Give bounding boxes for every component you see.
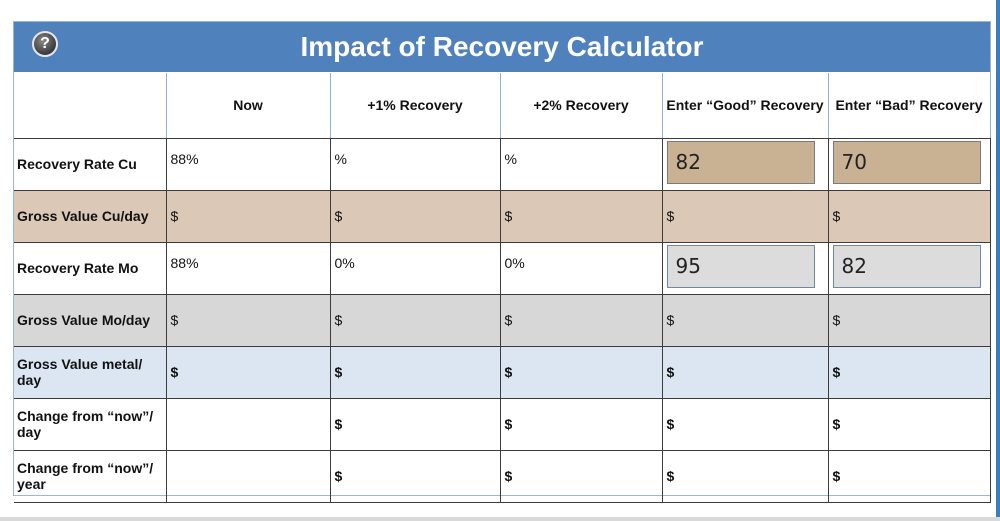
change-day-now xyxy=(165,397,331,451)
gross-mo-bad: $ xyxy=(827,293,991,347)
gross-metal-bad: $ xyxy=(827,345,991,399)
row-label-change-day: Change from “now”/ day xyxy=(14,397,167,451)
page-title: Impact of Recovery Calculator xyxy=(300,31,704,62)
gross-cu-now: $ xyxy=(165,189,331,243)
recovery-cu-plus2: % xyxy=(499,137,663,191)
change-year-now xyxy=(165,449,331,503)
recovery-calculator: Impact of Recovery Calculator ? Now +1% … xyxy=(13,21,991,503)
row-label-recovery-mo: Recovery Rate Mo xyxy=(14,241,167,295)
column-header-plus1: +1% Recovery xyxy=(329,73,501,139)
row-label-gross-mo: Gross Value Mo/day xyxy=(14,293,167,347)
table-row: Recovery Rate Cu 88% % % 82 70 xyxy=(14,137,991,191)
recovery-cu-good-input[interactable]: 82 xyxy=(666,140,815,184)
recovery-mo-good-input[interactable]: 95 xyxy=(666,244,815,288)
gross-cu-bad: $ xyxy=(827,189,991,243)
change-day-plus1: $ xyxy=(329,397,501,451)
row-label-gross-cu: Gross Value Cu/day xyxy=(14,189,167,243)
change-day-good: $ xyxy=(661,397,829,451)
change-year-plus2: $ xyxy=(499,449,663,503)
column-header-good: Enter “Good” Recovery xyxy=(661,73,829,139)
table-row: Gross Value Cu/day $ $ $ $ $ xyxy=(14,189,991,243)
recovery-mo-good-cell: 95 xyxy=(661,241,829,295)
gross-mo-good: $ xyxy=(661,293,829,347)
gross-cu-good: $ xyxy=(661,189,829,243)
change-day-bad: $ xyxy=(827,397,991,451)
column-header-bad: Enter “Bad” Recovery xyxy=(827,73,991,139)
gross-metal-plus2: $ xyxy=(499,345,663,399)
change-year-bad: $ xyxy=(827,449,991,503)
gross-cu-plus2: $ xyxy=(499,189,663,243)
column-header-plus2: +2% Recovery xyxy=(499,73,663,139)
change-year-good: $ xyxy=(661,449,829,503)
table-row: Change from “now”/ year $ $ $ $ xyxy=(14,449,991,503)
calculator-header: Impact of Recovery Calculator ? xyxy=(14,22,990,72)
recovery-cu-now: 88% xyxy=(165,137,331,191)
recovery-mo-now: 88% xyxy=(165,241,331,295)
recovery-mo-bad-cell: 82 xyxy=(827,241,991,295)
column-header-now: Now xyxy=(165,73,331,139)
recovery-cu-bad-input[interactable]: 70 xyxy=(832,140,981,184)
table-row: Change from “now”/ day $ $ $ $ xyxy=(14,397,991,451)
recovery-cu-bad-cell: 70 xyxy=(827,137,991,191)
recovery-cu-good-cell: 82 xyxy=(661,137,829,191)
gross-metal-now: $ xyxy=(165,345,331,399)
column-header-corner xyxy=(14,73,167,139)
row-label-change-year: Change from “now”/ year xyxy=(14,449,167,503)
window-edge-bottom xyxy=(0,517,1000,521)
gross-mo-plus1: $ xyxy=(329,293,501,347)
window-edge-right xyxy=(996,0,1000,521)
row-label-gross-metal: Gross Value metal/ day xyxy=(14,345,167,399)
recovery-mo-bad-input[interactable]: 82 xyxy=(832,244,981,288)
table-header-row: Now +1% Recovery +2% Recovery Enter “Goo… xyxy=(14,73,991,139)
change-day-plus2: $ xyxy=(499,397,663,451)
gross-cu-plus1: $ xyxy=(329,189,501,243)
change-year-plus1: $ xyxy=(329,449,501,503)
calculator-table: Now +1% Recovery +2% Recovery Enter “Goo… xyxy=(14,73,991,503)
table-row: Gross Value Mo/day $ $ $ $ $ xyxy=(14,293,991,347)
gross-metal-plus1: $ xyxy=(329,345,501,399)
recovery-cu-plus1: % xyxy=(329,137,501,191)
gross-mo-plus2: $ xyxy=(499,293,663,347)
row-label-recovery-cu: Recovery Rate Cu xyxy=(14,137,167,191)
recovery-mo-plus2: 0% xyxy=(499,241,663,295)
table-row: Recovery Rate Mo 88% 0% 0% 95 82 xyxy=(14,241,991,295)
recovery-mo-plus1: 0% xyxy=(329,241,501,295)
table-row: Gross Value metal/ day $ $ $ $ $ xyxy=(14,345,991,399)
help-button[interactable]: ? xyxy=(32,31,58,57)
gross-mo-now: $ xyxy=(165,293,331,347)
gross-metal-good: $ xyxy=(661,345,829,399)
